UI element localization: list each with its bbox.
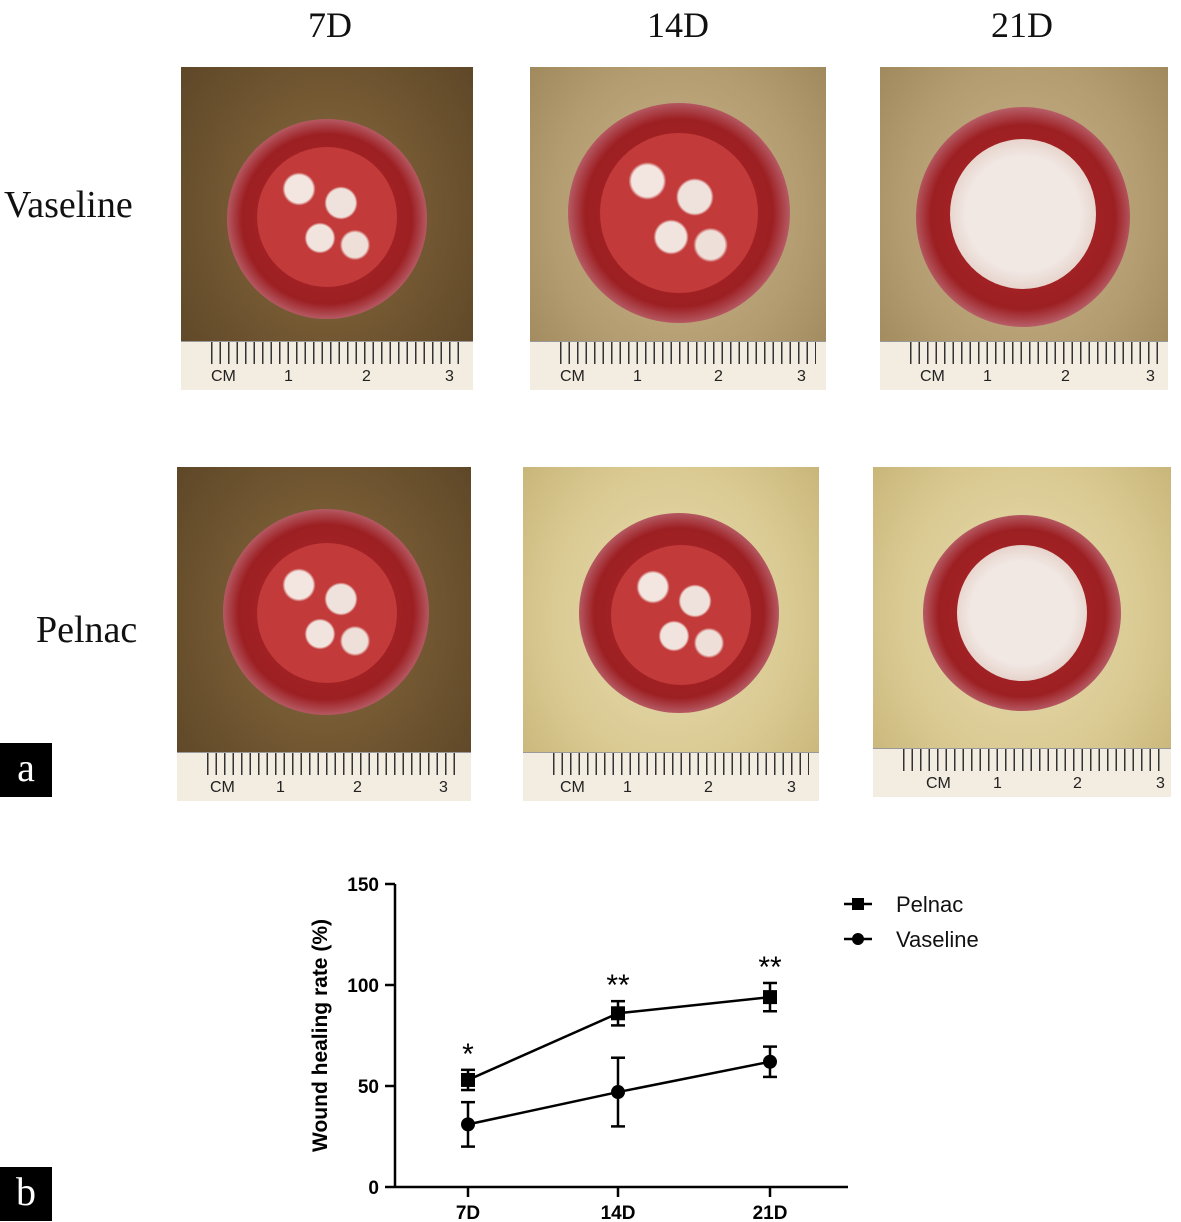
- ruler: CM 1 2 3: [177, 752, 471, 801]
- ruler: CM 1 2 3: [523, 752, 819, 801]
- photo-pelnac-7d: CM 1 2 3: [177, 467, 471, 801]
- column-header-21d: 21D: [991, 5, 1053, 45]
- y-tick-label: 50: [358, 1077, 379, 1098]
- chart-layer: 0 50 100 150 7D 14D 21D Wound healing rate (%) *…: [309, 875, 979, 1222]
- column-header-7d: 7D: [308, 5, 352, 45]
- significance-marker: **: [606, 969, 630, 1002]
- y-axis-label: Wound healing rate (%): [309, 919, 332, 1152]
- ruler: CM 1 2 3: [873, 748, 1171, 797]
- legend-marker: [852, 933, 864, 945]
- row-label-vaseline: Vaseline: [4, 184, 133, 226]
- significance-marker: **: [758, 951, 782, 984]
- y-tick-label: 150: [347, 875, 379, 896]
- panel-label-b: b: [0, 1167, 52, 1221]
- y-tick-label: 100: [347, 976, 379, 997]
- photo-vaseline-14d: CM 1 2 3: [530, 67, 826, 390]
- ruler: CM 1 2 3: [880, 341, 1168, 390]
- photo-vaseline-21d: CM 1 2 3: [880, 67, 1168, 390]
- x-tick-label: 7D: [456, 1203, 480, 1222]
- legend-label-vaseline: Vaseline: [896, 927, 979, 952]
- panel-label-a: a: [0, 743, 52, 797]
- y-tick-label: 0: [368, 1178, 379, 1199]
- column-header-14d: 14D: [647, 5, 709, 45]
- data-point-pelnac: [611, 1006, 625, 1021]
- ruler: CM 1 2 3: [181, 341, 473, 390]
- photo-pelnac-21d: CM 1 2 3: [873, 467, 1171, 797]
- significance-marker: *: [462, 1038, 474, 1071]
- data-point-pelnac: [461, 1072, 475, 1087]
- photo-pelnac-14d: CM 1 2 3: [523, 467, 819, 801]
- row-label-pelnac: Pelnac: [36, 609, 138, 651]
- data-point-vaseline: [461, 1117, 475, 1132]
- x-tick-label: 21D: [753, 1203, 788, 1222]
- legend-marker: [852, 898, 864, 910]
- ruler: CM 1 2 3: [530, 341, 826, 390]
- x-tick-label: 14D: [601, 1203, 636, 1222]
- legend-label-pelnac: Pelnac: [896, 892, 963, 917]
- data-point-vaseline: [611, 1085, 625, 1100]
- data-point-vaseline: [763, 1054, 777, 1069]
- data-point-pelnac: [763, 990, 777, 1005]
- photo-vaseline-7d: CM 1 2 3: [181, 67, 473, 390]
